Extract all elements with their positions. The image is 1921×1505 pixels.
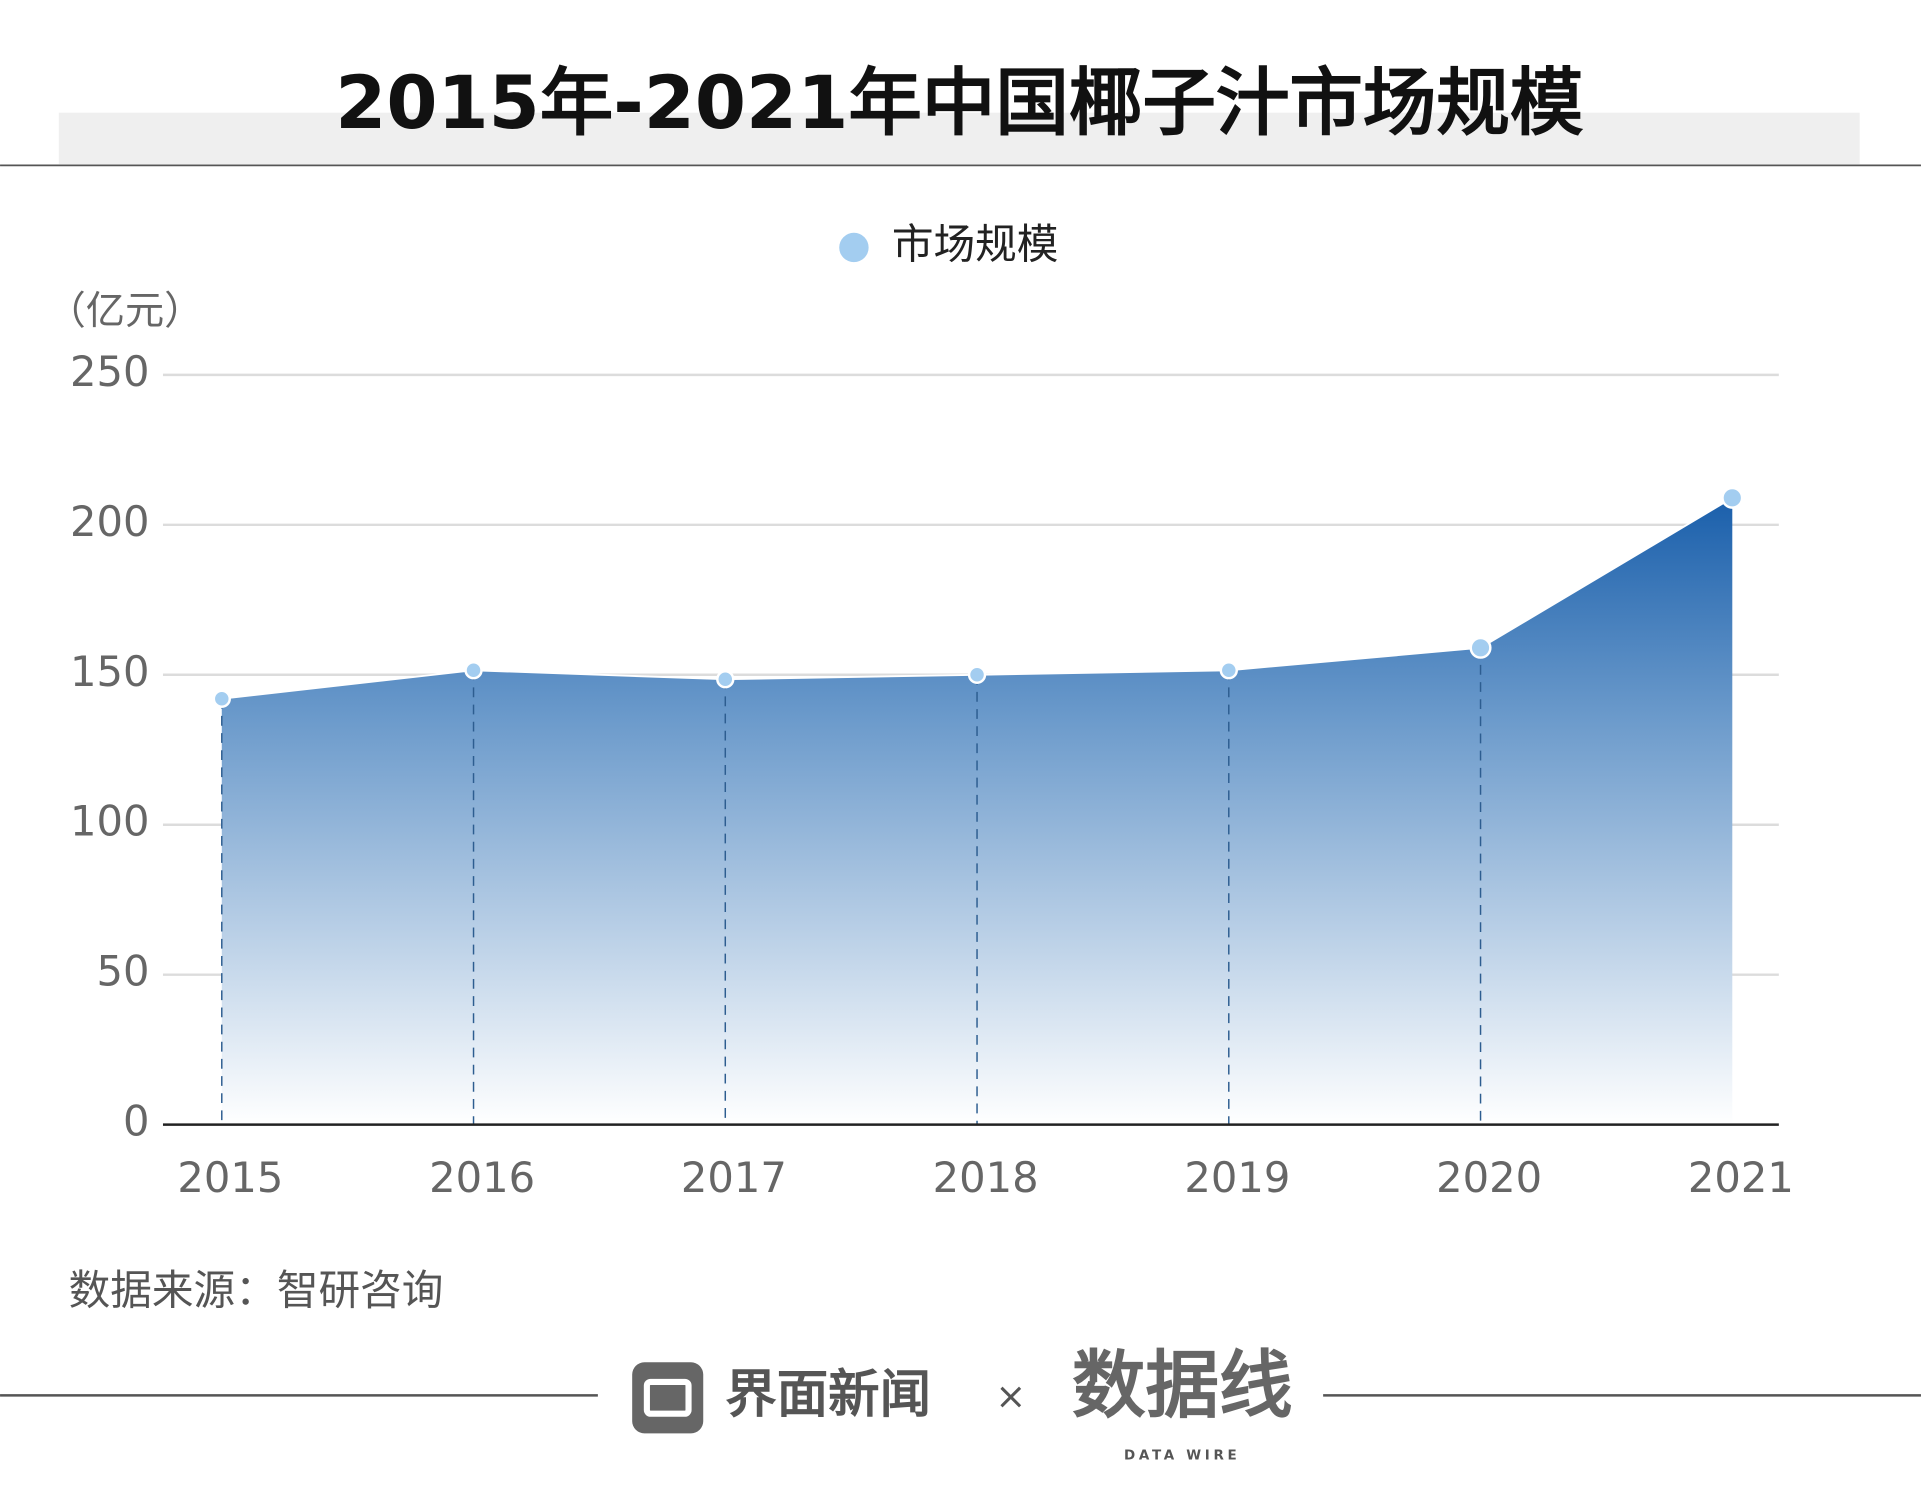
x-tick-label: 2019 (1184, 1153, 1290, 1202)
y-unit-label: （亿元） (47, 289, 204, 334)
footer-logo-sub: DATA WIRE (1124, 1447, 1240, 1463)
y-tick-label: 200 (70, 497, 149, 546)
source: 数据来源：智研咨询 (69, 1266, 444, 1315)
area (221, 497, 1733, 1125)
footer-separator: × (995, 1374, 1026, 1417)
footer-logo: 数据线 (1072, 1343, 1293, 1428)
point (1469, 636, 1492, 659)
point (212, 689, 231, 708)
legend-label: 市场规模 (892, 219, 1059, 268)
legend-marker (839, 232, 869, 263)
brand-icon-inner (643, 1378, 692, 1417)
y-tick-label: 0 (123, 1097, 150, 1146)
x-tick-label: 2021 (1688, 1153, 1794, 1202)
x-tick-label: 2017 (681, 1153, 787, 1202)
footer-brand: 界面新闻 (725, 1365, 931, 1425)
title-band (58, 112, 1860, 165)
chart-title: 2015年-2021年中国椰子汁市场规模 (335, 61, 1584, 146)
brand-icon (632, 1362, 704, 1434)
point (1721, 486, 1744, 509)
y-tick-label: 100 (70, 797, 149, 846)
point (1219, 661, 1238, 680)
x-tick-label: 2020 (1436, 1153, 1542, 1202)
y-tick-label: 250 (70, 347, 149, 396)
y-tick-label: 50 (97, 947, 150, 996)
x-tick-label: 2016 (429, 1153, 535, 1202)
point (716, 670, 735, 689)
x-tick-label: 2015 (177, 1153, 283, 1202)
y-tick-label: 150 (70, 647, 149, 696)
point (464, 661, 483, 680)
point (967, 665, 987, 684)
x-tick-label: 2018 (933, 1153, 1039, 1202)
